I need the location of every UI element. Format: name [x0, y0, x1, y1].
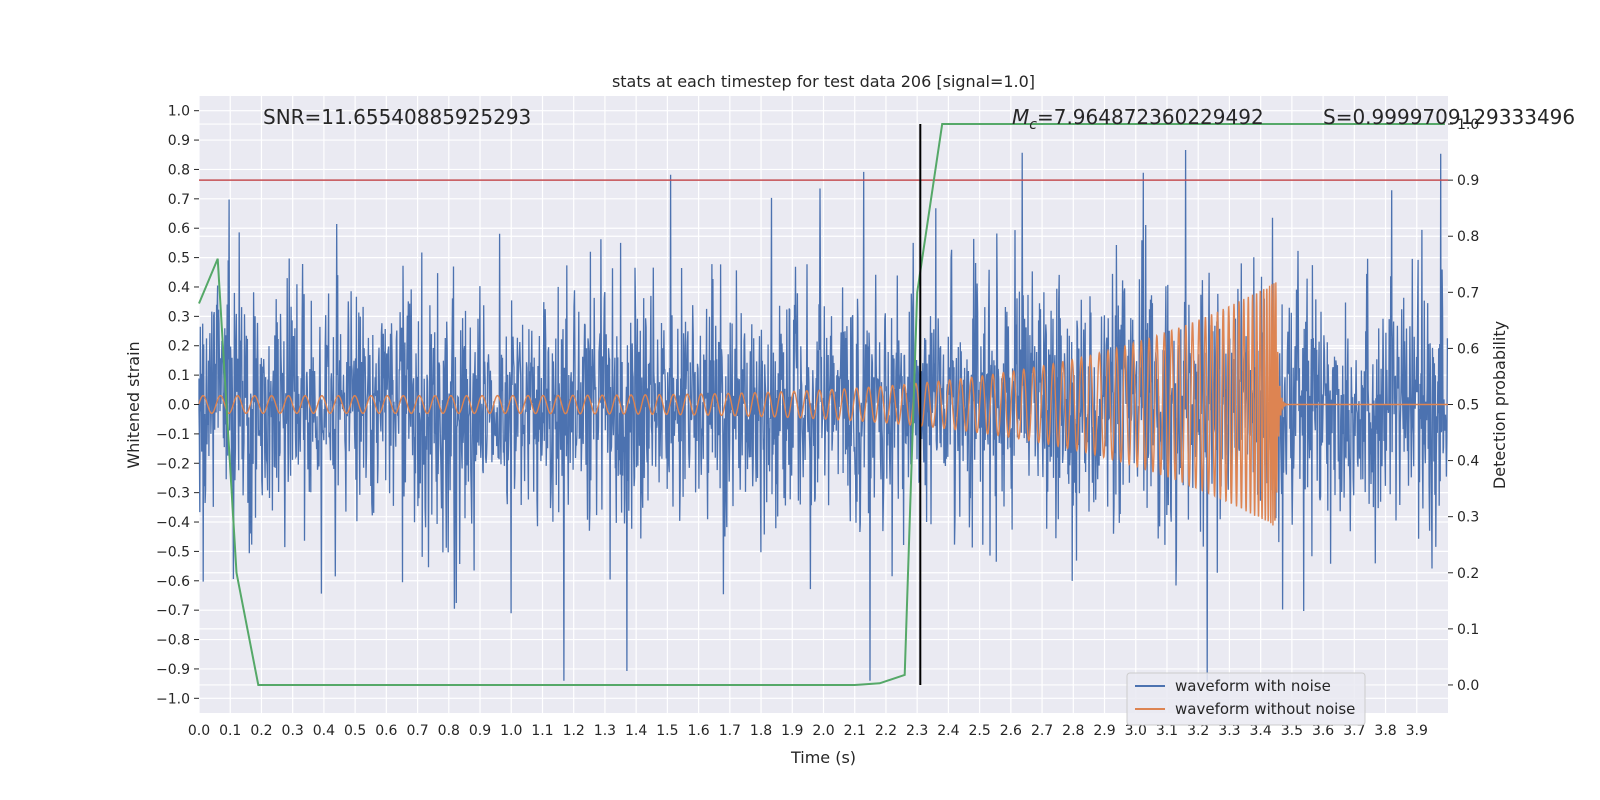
- y-tick-label: 0.4: [168, 280, 190, 296]
- y-right-tick-label: 0.5: [1457, 398, 1479, 414]
- y-tick-label: −0.3: [156, 486, 190, 502]
- y-tick-label: 0.2: [168, 339, 190, 355]
- x-tick-label: 2.9: [1093, 723, 1115, 739]
- y-right-tick-label: 0.4: [1457, 454, 1479, 470]
- y-right-tick-label: 1.0: [1457, 117, 1479, 133]
- y-right-tick-label: 0.1: [1457, 622, 1479, 638]
- x-tick-label: 0.8: [438, 723, 460, 739]
- x-tick-label: 1.4: [625, 723, 647, 739]
- x-tick-label: 0.2: [250, 723, 272, 739]
- x-tick-label: 0.3: [282, 723, 304, 739]
- x-tick-label: 1.1: [531, 723, 553, 739]
- y-tick-label: 0.3: [168, 309, 190, 325]
- y-right-tick-label: 0.8: [1457, 229, 1479, 245]
- x-tick-label: 2.3: [906, 723, 928, 739]
- y-tick-label: −0.1: [156, 427, 190, 443]
- series-waveform-without-noise: [198, 282, 1448, 526]
- x-tick-label: 3.5: [1281, 723, 1303, 739]
- y-tick-label: −0.7: [156, 603, 190, 619]
- y-right-tick-label: 0.7: [1457, 285, 1479, 301]
- x-tick-label: 1.7: [719, 723, 741, 739]
- x-tick-label: 3.0: [1125, 723, 1147, 739]
- chirp-mass-value: =7.964872360229492: [1037, 105, 1264, 129]
- x-tick-label: 0.1: [219, 723, 241, 739]
- x-tick-label: 0.0: [188, 723, 210, 739]
- legend-label-noise: waveform with noise: [1175, 677, 1331, 695]
- y-tick-label: 0.8: [168, 162, 190, 178]
- y-tick-label: −0.2: [156, 456, 190, 472]
- y-axis-right-label: Detection probability: [1490, 321, 1509, 489]
- x-tick-label: 1.5: [656, 723, 678, 739]
- x-tick-label: 1.0: [500, 723, 522, 739]
- y-right-tick-label: 0.2: [1457, 566, 1479, 582]
- y-tick-label: 0.6: [168, 221, 190, 237]
- x-tick-label: 3.6: [1312, 723, 1334, 739]
- x-tick-label: 0.9: [469, 723, 491, 739]
- x-tick-label: 3.3: [1218, 723, 1240, 739]
- score-annotation: S=0.9999709129333496: [1323, 105, 1575, 129]
- x-tick-label: 3.1: [1156, 723, 1178, 739]
- y-tick-label: 0.1: [168, 368, 190, 384]
- chart-title: stats at each timestep for test data 206…: [612, 72, 1035, 91]
- legend: waveform with noise waveform without noi…: [1126, 672, 1366, 726]
- x-tick-label: 2.0: [812, 723, 834, 739]
- y-axis-label: Whitened strain: [124, 341, 143, 468]
- snr-annotation: SNR=11.65540885925293: [263, 105, 531, 129]
- x-tick-label: 1.9: [781, 723, 803, 739]
- x-tick-label: 2.4: [937, 723, 959, 739]
- x-tick-label: 1.8: [750, 723, 772, 739]
- y-tick-label: 1.0: [168, 104, 190, 120]
- ticks: 0.0 0.1 0.2 0.3 0.4 0.5 0.6 0.7 0.8 0.9 1.0 1.1 1.2 1…: [156, 104, 1479, 739]
- x-tick-label: 2.2: [875, 723, 897, 739]
- x-tick-label: 2.6: [1000, 723, 1022, 739]
- y-tick-label: −0.4: [156, 515, 190, 531]
- y-tick-label: 0.7: [168, 192, 190, 208]
- chirp-mass-subscript: c: [1029, 117, 1037, 133]
- x-tick-label: 0.4: [313, 723, 335, 739]
- x-tick-label: 0.7: [406, 723, 428, 739]
- x-tick-label: 3.2: [1187, 723, 1209, 739]
- y-right-tick-label: 0.3: [1457, 510, 1479, 526]
- series-waveform-with-noise: [198, 149, 1449, 681]
- x-tick-label: 0.5: [344, 723, 366, 739]
- x-tick-label: 2.5: [968, 723, 990, 739]
- y-right-tick-label: 0.0: [1457, 678, 1479, 694]
- y-right-tick-label: 0.6: [1457, 341, 1479, 357]
- legend-label-clean: waveform without noise: [1175, 700, 1355, 718]
- plot-area: [198, 123, 1449, 686]
- y-tick-label: −0.6: [156, 574, 190, 590]
- y-right-tick-label: 0.9: [1457, 173, 1479, 189]
- x-tick-label: 2.1: [844, 723, 866, 739]
- series-detection-probability: [198, 123, 1445, 686]
- x-tick-label: 3.7: [1343, 723, 1365, 739]
- x-tick-label: 1.6: [687, 723, 709, 739]
- x-tick-label: 2.7: [1031, 723, 1053, 739]
- x-tick-label: 3.9: [1406, 723, 1428, 739]
- x-tick-label: 2.8: [1062, 723, 1084, 739]
- x-tick-label: 3.4: [1250, 723, 1272, 739]
- x-tick-label: 0.6: [375, 723, 397, 739]
- y-tick-label: −1.0: [156, 691, 190, 707]
- y-tick-label: 0.5: [168, 251, 190, 267]
- chirp-mass-annotation: Mc=7.964872360229492: [1012, 105, 1264, 133]
- y-tick-label: −0.8: [156, 633, 190, 649]
- legend-box: [1126, 672, 1366, 726]
- y-tick-label: 0.0: [168, 398, 190, 414]
- x-tick-label: 3.8: [1374, 723, 1396, 739]
- x-axis-label: Time (s): [790, 748, 856, 767]
- y-tick-label: −0.9: [156, 662, 190, 678]
- y-tick-label: 0.9: [168, 133, 190, 149]
- x-tick-label: 1.3: [594, 723, 616, 739]
- y-tick-label: −0.5: [156, 544, 190, 560]
- x-tick-label: 1.2: [563, 723, 585, 739]
- chirp-mass-symbol: M: [1012, 105, 1029, 129]
